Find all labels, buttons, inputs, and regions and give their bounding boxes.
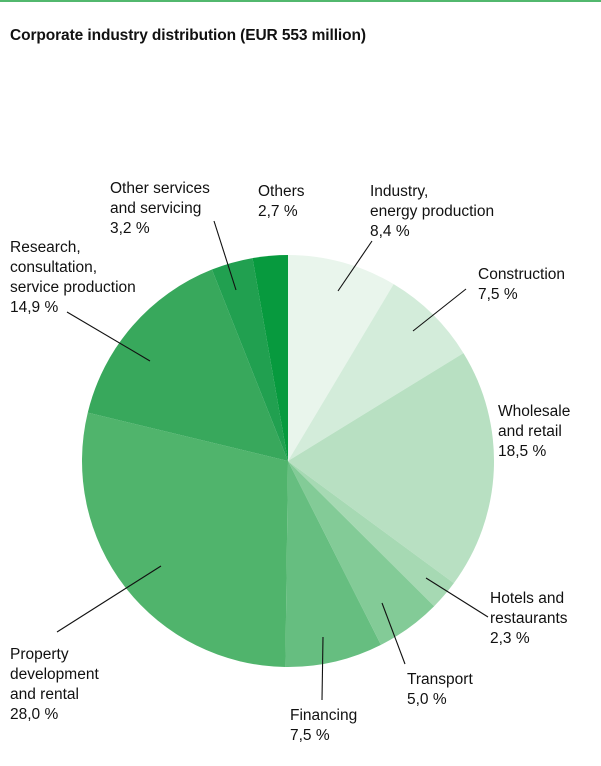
slice-label-2: Wholesale and retail 18,5 % — [498, 403, 570, 460]
leader-line-6 — [56, 565, 162, 633]
pie-slice-8 — [211, 258, 288, 461]
pie-slice-6 — [82, 412, 288, 667]
pie-slice-2 — [288, 353, 495, 584]
leader-line-5 — [321, 636, 324, 701]
leader-line-4 — [381, 602, 406, 665]
slice-label-8: Other services and servicing 3,2 % — [110, 180, 210, 237]
leader-line-1 — [412, 288, 467, 332]
pie-slice-7 — [87, 269, 289, 461]
leader-line-3 — [425, 577, 489, 618]
slice-label-7: Research, consultation, service production… — [10, 239, 136, 316]
pie-slice-9 — [252, 255, 288, 461]
chart-title: Corporate industry distribution (EUR 553… — [10, 27, 366, 44]
slice-label-9: Others 2,7 % — [258, 183, 305, 220]
slice-label-0: Industry, energy production 8,4 % — [370, 183, 494, 240]
pie-slice-5 — [285, 461, 381, 667]
slice-label-3: Hotels and restaurants 2,3 % — [490, 590, 568, 647]
pie-slice-0 — [288, 255, 394, 461]
leader-line-7 — [66, 311, 151, 362]
pie-slice-1 — [288, 284, 464, 461]
slice-label-5: Financing 7,5 % — [290, 707, 357, 744]
slice-label-1: Construction 7,5 % — [478, 266, 565, 303]
pie-slice-3 — [288, 461, 454, 607]
top-divider — [0, 0, 601, 2]
pie-slice-4 — [288, 461, 435, 645]
leader-line-8 — [213, 220, 237, 291]
leader-line-0 — [337, 240, 373, 292]
slice-label-4: Transport 5,0 % — [407, 671, 473, 708]
slice-label-6: Property development and rental 28,0 % — [10, 646, 99, 723]
